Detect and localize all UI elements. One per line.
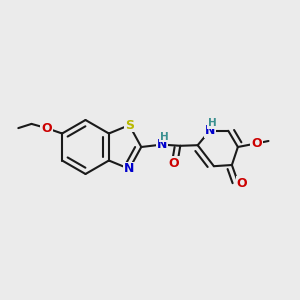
Text: H: H (160, 132, 169, 142)
Text: N: N (205, 124, 215, 137)
Text: S: S (125, 118, 134, 132)
Text: O: O (41, 122, 52, 135)
Text: O: O (168, 157, 179, 170)
Text: O: O (237, 177, 248, 190)
Text: N: N (124, 162, 134, 176)
Text: N: N (157, 138, 167, 151)
Text: H: H (208, 118, 217, 128)
Text: O: O (251, 137, 262, 150)
